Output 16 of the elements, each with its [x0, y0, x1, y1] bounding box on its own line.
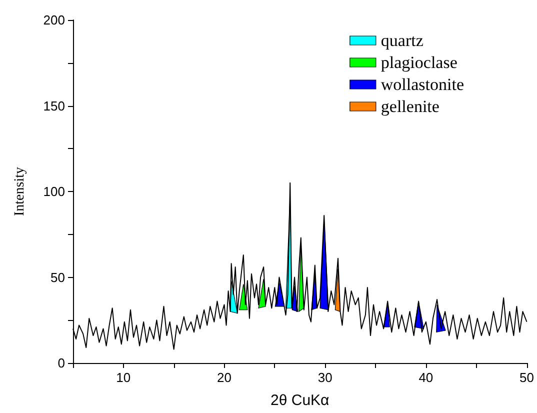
legend-label: wollastonite	[380, 75, 464, 94]
legend-label: quartz	[380, 31, 424, 50]
x-tick-label: 20	[217, 370, 232, 385]
x-tick-label: 30	[318, 370, 332, 385]
legend-label: plagioclase	[380, 53, 458, 72]
x-tick-label: 40	[418, 370, 434, 385]
x-tick-label: 50	[520, 370, 534, 385]
x-tick-label: 10	[116, 370, 131, 385]
y-tick-label: 50	[50, 270, 65, 285]
y-tick-label: 100	[43, 184, 65, 199]
y-tick-label: 150	[43, 98, 65, 114]
y-tick-label: 0	[58, 356, 65, 370]
x-axis-title: 2θ CuKα	[270, 392, 330, 409]
y-tick-label: 200	[43, 12, 65, 28]
legend-label: gellenite	[380, 97, 440, 116]
y-axis-title: Intensity	[12, 167, 28, 216]
